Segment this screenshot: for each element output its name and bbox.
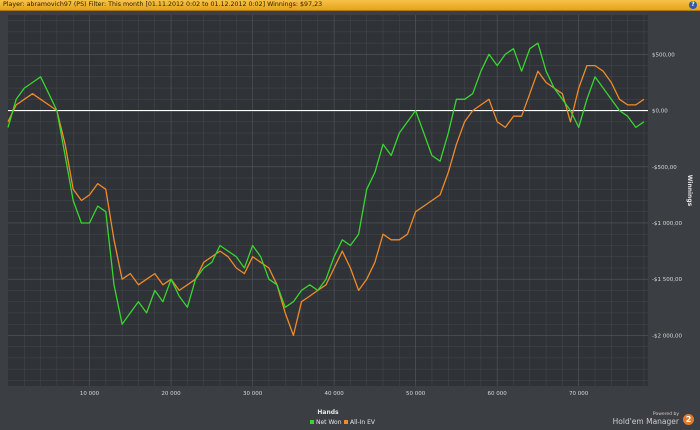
legend-label: Net Won <box>316 419 342 426</box>
y-tick-label: -$1 500,00 <box>652 277 682 283</box>
x-tick-label: 60 000 <box>488 391 508 397</box>
grid <box>8 15 648 386</box>
net-won-line <box>7 42 645 325</box>
y-axis-label: Winnings <box>686 175 693 207</box>
x-tick-label: 50 000 <box>406 391 426 397</box>
help-icon[interactable]: ? <box>689 1 697 9</box>
legend-swatch <box>310 420 314 424</box>
y-tick-label: $500,00 <box>652 52 675 58</box>
x-tick-label: 10 000 <box>80 391 100 397</box>
x-tick-label: 30 000 <box>243 391 263 397</box>
y-tick-label: -$2 000,00 <box>652 333 682 339</box>
x-tick-label: 20 000 <box>161 391 181 397</box>
x-axis-label: Hands <box>317 409 339 416</box>
brand-name: Hold'em Manager <box>612 417 679 426</box>
x-tick-label: 40 000 <box>324 391 344 397</box>
tick-labels: 10 000 20 000 30 000 40 000 50 000 60 000 70 0… <box>80 52 683 397</box>
winnings-chart: 10 000 20 000 30 000 40 000 50 000 60 000 70 0… <box>7 15 693 426</box>
powered-by-text: Powered by <box>652 412 679 417</box>
legend: Net Won All-In EV <box>310 419 376 426</box>
header-filter-text: Player: abramovich97 (PS) Filter: This m… <box>3 1 323 8</box>
series-layer <box>7 42 645 337</box>
brand-logo-icon: 2 <box>683 414 694 425</box>
header-bar: Player: abramovich97 (PS) Filter: This m… <box>0 0 700 11</box>
y-tick-label: -$1 000,00 <box>652 221 682 227</box>
y-tick-label: $0,00 <box>652 109 668 115</box>
legend-label: All-In EV <box>350 419 376 426</box>
allin-ev-line <box>7 64 645 337</box>
powered-by: Powered by Hold'em Manager <box>613 412 679 426</box>
x-tick-label: 70 000 <box>569 391 589 397</box>
legend-swatch <box>344 420 348 424</box>
y-tick-label: -$500,00 <box>652 165 677 171</box>
